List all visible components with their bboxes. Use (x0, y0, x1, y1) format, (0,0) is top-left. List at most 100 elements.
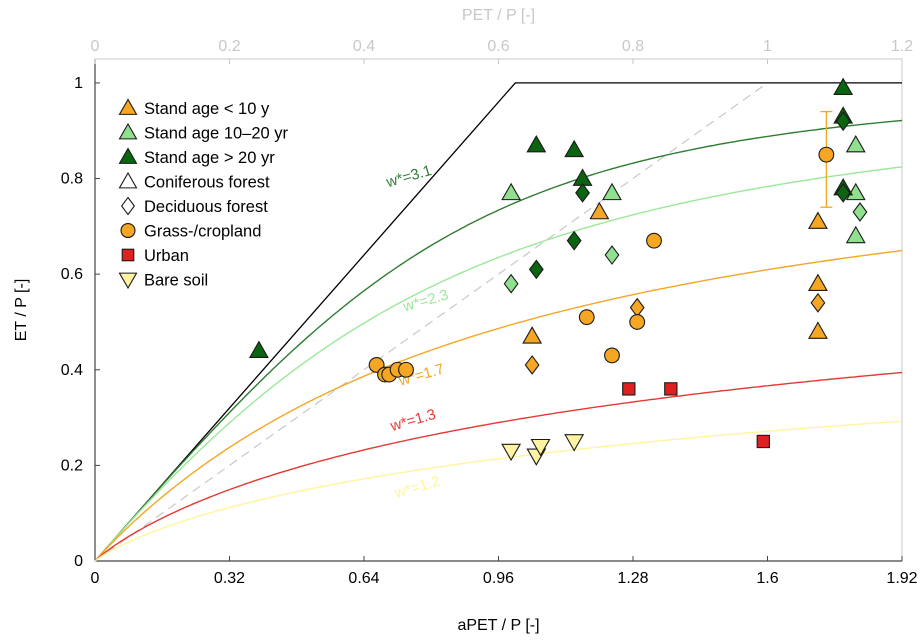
y-axis-title: ET / P [-] (13, 279, 30, 342)
point-stand-age-20-yr-deciduous-forest (835, 111, 851, 132)
legend-item: Bare soil (118, 272, 208, 290)
legend-label: Stand age < 10 y (144, 100, 270, 118)
point-stand-age-10-y-deciduous-forest (524, 355, 540, 375)
legend-item: Grass-/cropland (120, 222, 261, 241)
x-tick-label: 0.64 (348, 570, 379, 587)
x2-tick-label: 0.4 (353, 38, 375, 55)
point-stand-age-20-yr-coniferous-forest (526, 134, 547, 153)
one-to-one-line (94, 82, 768, 562)
x-tick-label: 1.92 (886, 570, 917, 587)
curve-13 (94, 371, 903, 562)
legend-marker (120, 196, 136, 216)
legend-label: Urban (144, 247, 189, 265)
point-bare-soil (530, 438, 551, 457)
legend-label: Grass-/cropland (144, 223, 261, 241)
y-tick-label: 0.4 (61, 362, 83, 379)
y-tick-label: 1 (74, 75, 83, 92)
curve-label: w*=1.2 (392, 473, 442, 502)
point-stand-age-20-yr-deciduous-forest (528, 259, 544, 280)
point-stand-age-20-yr-deciduous-forest (566, 230, 582, 251)
curve-23 (94, 166, 903, 562)
legend-marker (118, 98, 138, 115)
legend-label: Deciduous forest (144, 198, 268, 216)
point-grass-cropland (818, 146, 835, 163)
legend-item: Stand age > 20 yr (118, 147, 275, 167)
point-stand-age-10-y-coniferous-forest (589, 201, 610, 220)
y-tick-label: 0.6 (61, 266, 83, 283)
point-stand-age-10-20-yr-coniferous-forest (845, 225, 866, 244)
curve-17 (94, 249, 903, 562)
x-tick-label: 0 (91, 570, 100, 587)
data-points (248, 77, 868, 466)
point-urban (664, 382, 678, 396)
curve-label: w*=3.1 (383, 162, 433, 191)
point-urban (756, 434, 770, 449)
point-stand-age-10-20-yr-coniferous-forest (845, 134, 866, 153)
legend-marker (118, 147, 138, 164)
legend-item: Urban (121, 247, 189, 265)
point-stand-age-10-y-coniferous-forest (807, 321, 828, 339)
x2-tick-label: 1 (763, 38, 772, 55)
point-grass-cropland (604, 347, 620, 364)
x2-tick-label: 0 (91, 38, 100, 55)
legend-marker (118, 272, 138, 290)
point-stand-age-10-y-coniferous-forest (807, 273, 828, 292)
x-tick-label: 1.6 (756, 570, 778, 587)
point-stand-age-20-yr-deciduous-forest (575, 182, 590, 203)
legend-label: Stand age 10–20 yr (144, 125, 289, 143)
point-grass-cropland (629, 314, 646, 330)
energy-water-limit-line (94, 82, 902, 562)
x-tick-label: 1.28 (617, 570, 648, 587)
x2-tick-label: 1.2 (891, 38, 913, 55)
legend-item: Deciduous forest (120, 196, 268, 216)
curve-label: w*=2.3 (400, 286, 450, 315)
y-tick-label: 0 (74, 553, 83, 570)
x-tick-label: 0.96 (483, 570, 514, 587)
legend-label: Bare soil (144, 272, 208, 290)
point-stand-age-10-20-yr-coniferous-forest (602, 182, 622, 201)
x2-tick-label: 0.6 (487, 38, 509, 55)
curve-label: w*=1.3 (388, 406, 438, 435)
legend: Stand age < 10 y Stand age 10–20 yr Stand … (118, 98, 289, 290)
x2-axis-title: PET / P [-] (462, 7, 535, 24)
point-stand-age-20-yr-coniferous-forest (564, 139, 585, 158)
legend-marker (118, 122, 138, 140)
point-stand-age-10-20-yr-deciduous-forest (604, 245, 620, 265)
point-stand-age-10-20-yr-deciduous-forest (852, 202, 868, 222)
legend-item: Stand age < 10 y (118, 98, 270, 118)
x-tick-label: 0.32 (214, 570, 245, 587)
curve-31 (94, 119, 903, 562)
x2-tick-label: 0.8 (622, 38, 644, 55)
x-axis-title: aPET / P [-] (457, 617, 539, 634)
legend-item: Coniferous forest (118, 171, 270, 192)
x2-tick-label: 0.2 (218, 38, 240, 55)
legend-item: Stand age 10–20 yr (118, 122, 289, 143)
point-grass-cropland (398, 361, 414, 378)
curve-12 (94, 420, 903, 562)
point-stand-age-20-yr-coniferous-forest (833, 77, 854, 95)
point-bare-soil (564, 434, 585, 452)
point-stand-age-20-yr-coniferous-forest (572, 168, 593, 186)
point-stand-age-10-20-yr-coniferous-forest (501, 182, 522, 201)
point-urban (622, 382, 636, 396)
y-tick-label: 0.8 (61, 171, 83, 188)
point-grass-cropland (646, 232, 662, 249)
reference-lines (94, 82, 902, 562)
point-bare-soil (501, 443, 522, 462)
point-grass-cropland (578, 309, 595, 326)
legend-label: Coniferous forest (144, 174, 270, 192)
point-stand-age-10-20-yr-coniferous-forest (845, 182, 866, 201)
point-stand-age-20-yr-coniferous-forest (248, 340, 269, 358)
point-stand-age-20-yr-deciduous-forest (835, 182, 851, 203)
axes: 0 0.32 0.64 0.96 1.28 1.6 1.92 0 0.2 0.4 0.6 0.8 1 1.… (13, 7, 918, 634)
legend-marker (118, 171, 138, 189)
legend-marker (120, 222, 136, 239)
y-tick-label: 0.2 (61, 457, 83, 474)
legend-label: Stand age > 20 yr (144, 149, 275, 167)
legend-marker (121, 248, 135, 262)
point-stand-age-10-y-coniferous-forest (522, 326, 543, 344)
point-stand-age-10-y-deciduous-forest (629, 297, 645, 318)
point-stand-age-10-y-deciduous-forest (810, 292, 826, 313)
point-stand-age-10-20-yr-deciduous-forest (503, 273, 519, 294)
